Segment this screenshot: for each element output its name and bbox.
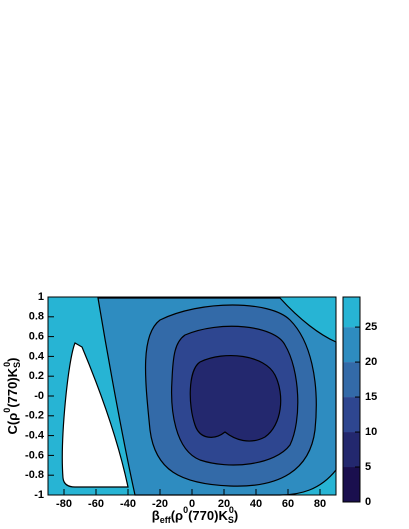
x-tick-label: -40 [120, 498, 136, 510]
label-part: S [228, 515, 234, 525]
label-part: S [12, 362, 22, 368]
colorbar-band [343, 327, 360, 363]
colorbar-band [343, 362, 360, 398]
x-tick-label: -80 [56, 498, 72, 510]
x-tick-label: 20 [218, 498, 230, 510]
x-tick-label: 40 [250, 498, 262, 510]
colorbar-band [343, 397, 360, 433]
y-tick-label: -0.4 [25, 430, 45, 442]
label-part: β [152, 508, 160, 523]
y-tick-label: -0.8 [25, 469, 44, 481]
label-part: ) [5, 358, 20, 362]
colorbar-tick-label: 25 [365, 321, 377, 333]
y-tick-label: 0.4 [29, 350, 45, 362]
x-tick-label: 60 [282, 498, 294, 510]
label-part: 0 [183, 505, 188, 515]
x-tick-label: -60 [88, 498, 104, 510]
colorbar-tick-label: 5 [365, 461, 371, 473]
label-part: 0 [2, 408, 12, 413]
colorbar-tick-label: 20 [365, 356, 377, 368]
label-part: (770)K [188, 508, 228, 523]
label-part: (ρ [171, 508, 183, 523]
y-tick-label: 0.8 [29, 311, 44, 323]
excluded-region [61, 342, 129, 488]
x-axis-label: βeff(ρ0(770)KS0) [152, 505, 238, 525]
colorbar-tick-label: 15 [365, 391, 377, 403]
contour-band [189, 355, 282, 442]
x-tick-label: 80 [314, 498, 326, 510]
label-part: (770)K [5, 367, 20, 407]
colorbar-tick-label: 10 [365, 426, 377, 438]
y-axis-label: C(ρ0(770)KS0) [2, 358, 22, 435]
label-part: 0 [2, 362, 12, 367]
contour-plot [48, 297, 337, 496]
y-tick-label: 0.6 [29, 331, 44, 343]
y-tick-label: -0 [34, 390, 44, 402]
colorbar-band [343, 432, 360, 468]
label-part: C(ρ [5, 413, 20, 435]
label-part: eff [160, 515, 172, 525]
y-tick-label: -0.6 [25, 449, 44, 461]
y-tick-label: -1 [34, 489, 44, 501]
x-tick-label: -20 [152, 498, 168, 510]
y-tick-label: 1 [38, 291, 44, 303]
label-part: 0 [229, 505, 234, 515]
colorbar-band [343, 297, 360, 328]
label-part: ) [234, 508, 238, 523]
y-tick-label: 0.2 [29, 370, 44, 382]
colorbar-tick-label: 0 [365, 496, 371, 508]
colorbar-band [343, 467, 360, 502]
y-tick-label: -0.2 [25, 410, 44, 422]
colorbar-frame [342, 296, 361, 503]
x-tick-label: 0 [189, 498, 195, 510]
